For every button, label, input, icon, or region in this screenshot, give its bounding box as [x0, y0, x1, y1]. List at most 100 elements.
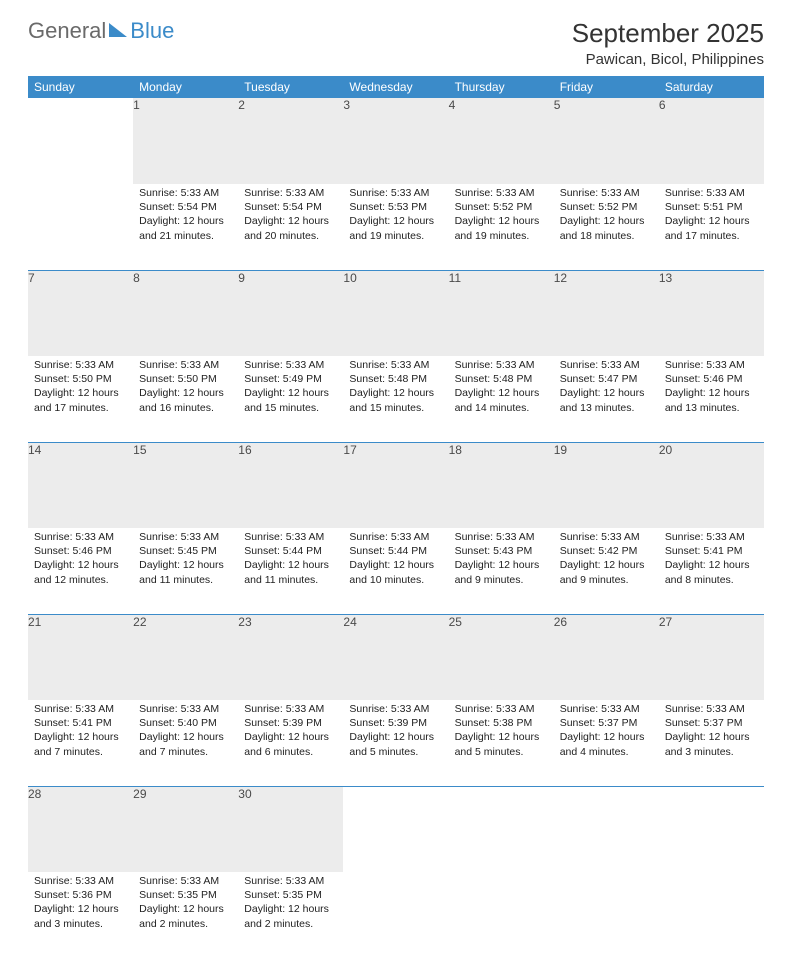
day-body-cell: Sunrise: 5:33 AMSunset: 5:54 PMDaylight:…: [238, 184, 343, 270]
weekday-header: Saturday: [659, 76, 764, 98]
sunrise-line: Sunrise: 5:33 AM: [34, 530, 127, 544]
day-body-cell: Sunrise: 5:33 AMSunset: 5:39 PMDaylight:…: [343, 700, 448, 786]
sunset-line: Sunset: 5:54 PM: [139, 200, 232, 214]
day-cell-content: Sunrise: 5:33 AMSunset: 5:44 PMDaylight:…: [343, 528, 448, 593]
calendar-table: Sunday Monday Tuesday Wednesday Thursday…: [28, 76, 764, 958]
header: GeneralBlue September 2025 Pawican, Bico…: [28, 18, 764, 68]
day-body-cell: Sunrise: 5:33 AMSunset: 5:50 PMDaylight:…: [28, 356, 133, 442]
day-number-cell: 3: [343, 98, 448, 184]
daylight-line: Daylight: 12 hours and 8 minutes.: [665, 558, 758, 586]
day-cell-content: Sunrise: 5:33 AMSunset: 5:38 PMDaylight:…: [449, 700, 554, 765]
day-cell-content: Sunrise: 5:33 AMSunset: 5:46 PMDaylight:…: [28, 528, 133, 593]
day-cell-content: Sunrise: 5:33 AMSunset: 5:35 PMDaylight:…: [238, 872, 343, 937]
day-number-cell: [449, 786, 554, 872]
daynum-row: 78910111213: [28, 270, 764, 356]
day-number-cell: 6: [659, 98, 764, 184]
sunrise-line: Sunrise: 5:33 AM: [665, 186, 758, 200]
daylight-line: Daylight: 12 hours and 16 minutes.: [139, 386, 232, 414]
day-body-row: Sunrise: 5:33 AMSunset: 5:46 PMDaylight:…: [28, 528, 764, 614]
calendar-thead: Sunday Monday Tuesday Wednesday Thursday…: [28, 76, 764, 98]
day-body-cell: Sunrise: 5:33 AMSunset: 5:41 PMDaylight:…: [659, 528, 764, 614]
day-body-cell: Sunrise: 5:33 AMSunset: 5:35 PMDaylight:…: [238, 872, 343, 958]
day-number-cell: 11: [449, 270, 554, 356]
sunset-line: Sunset: 5:50 PM: [139, 372, 232, 386]
calendar-body: 123456 Sunrise: 5:33 AM Sunset: 5:54 PM Day…: [28, 98, 764, 958]
sunrise-line: Sunrise: 5:33 AM: [560, 702, 653, 716]
daylight-line: Daylight: 12 hours and 15 minutes.: [244, 386, 337, 414]
daylight-line: Daylight: 12 hours and 7 minutes.: [139, 730, 232, 758]
sunset-line: Sunset: 5:53 PM: [349, 200, 442, 214]
day-body-cell: Sunrise: 5:33 AMSunset: 5:43 PMDaylight:…: [449, 528, 554, 614]
sunset-line: Sunset: 5:48 PM: [455, 372, 548, 386]
sunrise-line: Sunrise: 5:33 AM: [244, 530, 337, 544]
sunrise-line: Sunrise: 5:33 AM: [244, 358, 337, 372]
day-number-cell: 13: [659, 270, 764, 356]
day-cell-content: Sunrise: 5:33 AMSunset: 5:49 PMDaylight:…: [238, 356, 343, 421]
daylight-line: Daylight: 12 hours and 10 minutes.: [349, 558, 442, 586]
day-body-cell: Sunrise: 5:33 AMSunset: 5:37 PMDaylight:…: [659, 700, 764, 786]
logo-word-1: General: [28, 18, 106, 44]
day-cell-content: Sunrise: 5:33 AMSunset: 5:39 PMDaylight:…: [343, 700, 448, 765]
daynum-row: 123456: [28, 98, 764, 184]
sunset-line: Sunset: 5:54 PM: [244, 200, 337, 214]
day-number-cell: [28, 98, 133, 184]
daylight-line: Daylight: 12 hours and 13 minutes.: [665, 386, 758, 414]
day-cell-content: Sunrise: 5:33 AMSunset: 5:52 PMDaylight:…: [554, 184, 659, 249]
day-cell-content: Sunrise: 5:33 AMSunset: 5:44 PMDaylight:…: [238, 528, 343, 593]
day-number-cell: 25: [449, 614, 554, 700]
daylight-line: Daylight: 12 hours and 9 minutes.: [560, 558, 653, 586]
day-number-cell: 4: [449, 98, 554, 184]
day-cell-content: Sunrise: 5:33 AMSunset: 5:48 PMDaylight:…: [449, 356, 554, 421]
sunrise-line: Sunrise: 5:33 AM: [455, 530, 548, 544]
daylight-line: Daylight: 12 hours and 18 minutes.: [560, 214, 653, 242]
sunrise-line: Sunrise: 5:33 AM: [34, 358, 127, 372]
day-number-cell: 2: [238, 98, 343, 184]
sunset-line: Sunset: 5:42 PM: [560, 544, 653, 558]
day-number-cell: 22: [133, 614, 238, 700]
sunrise-line: Sunrise: 5:33 AM: [244, 702, 337, 716]
logo-word-2: Blue: [130, 18, 174, 44]
day-body-cell: Sunrise: 5:33 AMSunset: 5:35 PMDaylight:…: [133, 872, 238, 958]
day-body-cell: Sunrise: 5:33 AMSunset: 5:37 PMDaylight:…: [554, 700, 659, 786]
day-body-cell: Sunrise: 5:33 AMSunset: 5:48 PMDaylight:…: [449, 356, 554, 442]
day-number-cell: 23: [238, 614, 343, 700]
daylight-line: Daylight: 12 hours and 19 minutes.: [455, 214, 548, 242]
sunset-line: Sunset: 5:52 PM: [560, 200, 653, 214]
daynum-row: 21222324252627: [28, 614, 764, 700]
sunset-line: Sunset: 5:37 PM: [560, 716, 653, 730]
sunrise-line: Sunrise: 5:33 AM: [455, 358, 548, 372]
day-body-row: Sunrise: 5:33 AM Sunset: 5:54 PM Daylight:…: [28, 184, 764, 270]
sunrise-line: Sunrise: 5:33 AM: [560, 358, 653, 372]
day-body-cell: [449, 872, 554, 958]
daylight-line: Daylight: 12 hours and 14 minutes.: [455, 386, 548, 414]
daylight-line: Daylight: 12 hours and 13 minutes.: [560, 386, 653, 414]
sunset-line: Sunset: 5:39 PM: [349, 716, 442, 730]
sunrise-line: Sunrise: 5:33 AM: [349, 702, 442, 716]
day-cell-content: Sunrise: 5:33 AMSunset: 5:37 PMDaylight:…: [554, 700, 659, 765]
calendar-page: GeneralBlue September 2025 Pawican, Bico…: [0, 0, 792, 976]
day-cell-content: Sunrise: 5:33 AMSunset: 5:53 PMDaylight:…: [343, 184, 448, 249]
day-number-cell: 21: [28, 614, 133, 700]
daylight-line: Daylight: 12 hours and 5 minutes.: [349, 730, 442, 758]
sunrise-line: Sunrise: 5:33 AM: [665, 530, 758, 544]
weekday-header: Friday: [554, 76, 659, 98]
sunrise-line: Sunrise: 5:33 AM: [455, 186, 548, 200]
sunrise-line: Sunrise: 5:33 AM: [139, 358, 232, 372]
sunset-line: Sunset: 5:38 PM: [455, 716, 548, 730]
sunset-line: Sunset: 5:52 PM: [455, 200, 548, 214]
weekday-header: Thursday: [449, 76, 554, 98]
month-title: September 2025: [572, 18, 764, 49]
weekday-header: Tuesday: [238, 76, 343, 98]
day-cell-content: Sunrise: 5:33 AMSunset: 5:41 PMDaylight:…: [28, 700, 133, 765]
daylight-line: Daylight: 12 hours and 19 minutes.: [349, 214, 442, 242]
day-body-cell: Sunrise: 5:33 AMSunset: 5:52 PMDaylight:…: [554, 184, 659, 270]
sunrise-line: Sunrise: 5:33 AM: [560, 530, 653, 544]
day-number-cell: [343, 786, 448, 872]
sunset-line: Sunset: 5:41 PM: [34, 716, 127, 730]
sunset-line: Sunset: 5:45 PM: [139, 544, 232, 558]
day-cell-content: Sunrise: 5:33 AMSunset: 5:46 PMDaylight:…: [659, 356, 764, 421]
sunrise-line: Sunrise: 5:33 AM: [139, 702, 232, 716]
daylight-line: Daylight: 12 hours and 3 minutes.: [665, 730, 758, 758]
day-number-cell: 29: [133, 786, 238, 872]
day-body-cell: Sunrise: 5:33 AMSunset: 5:45 PMDaylight:…: [133, 528, 238, 614]
